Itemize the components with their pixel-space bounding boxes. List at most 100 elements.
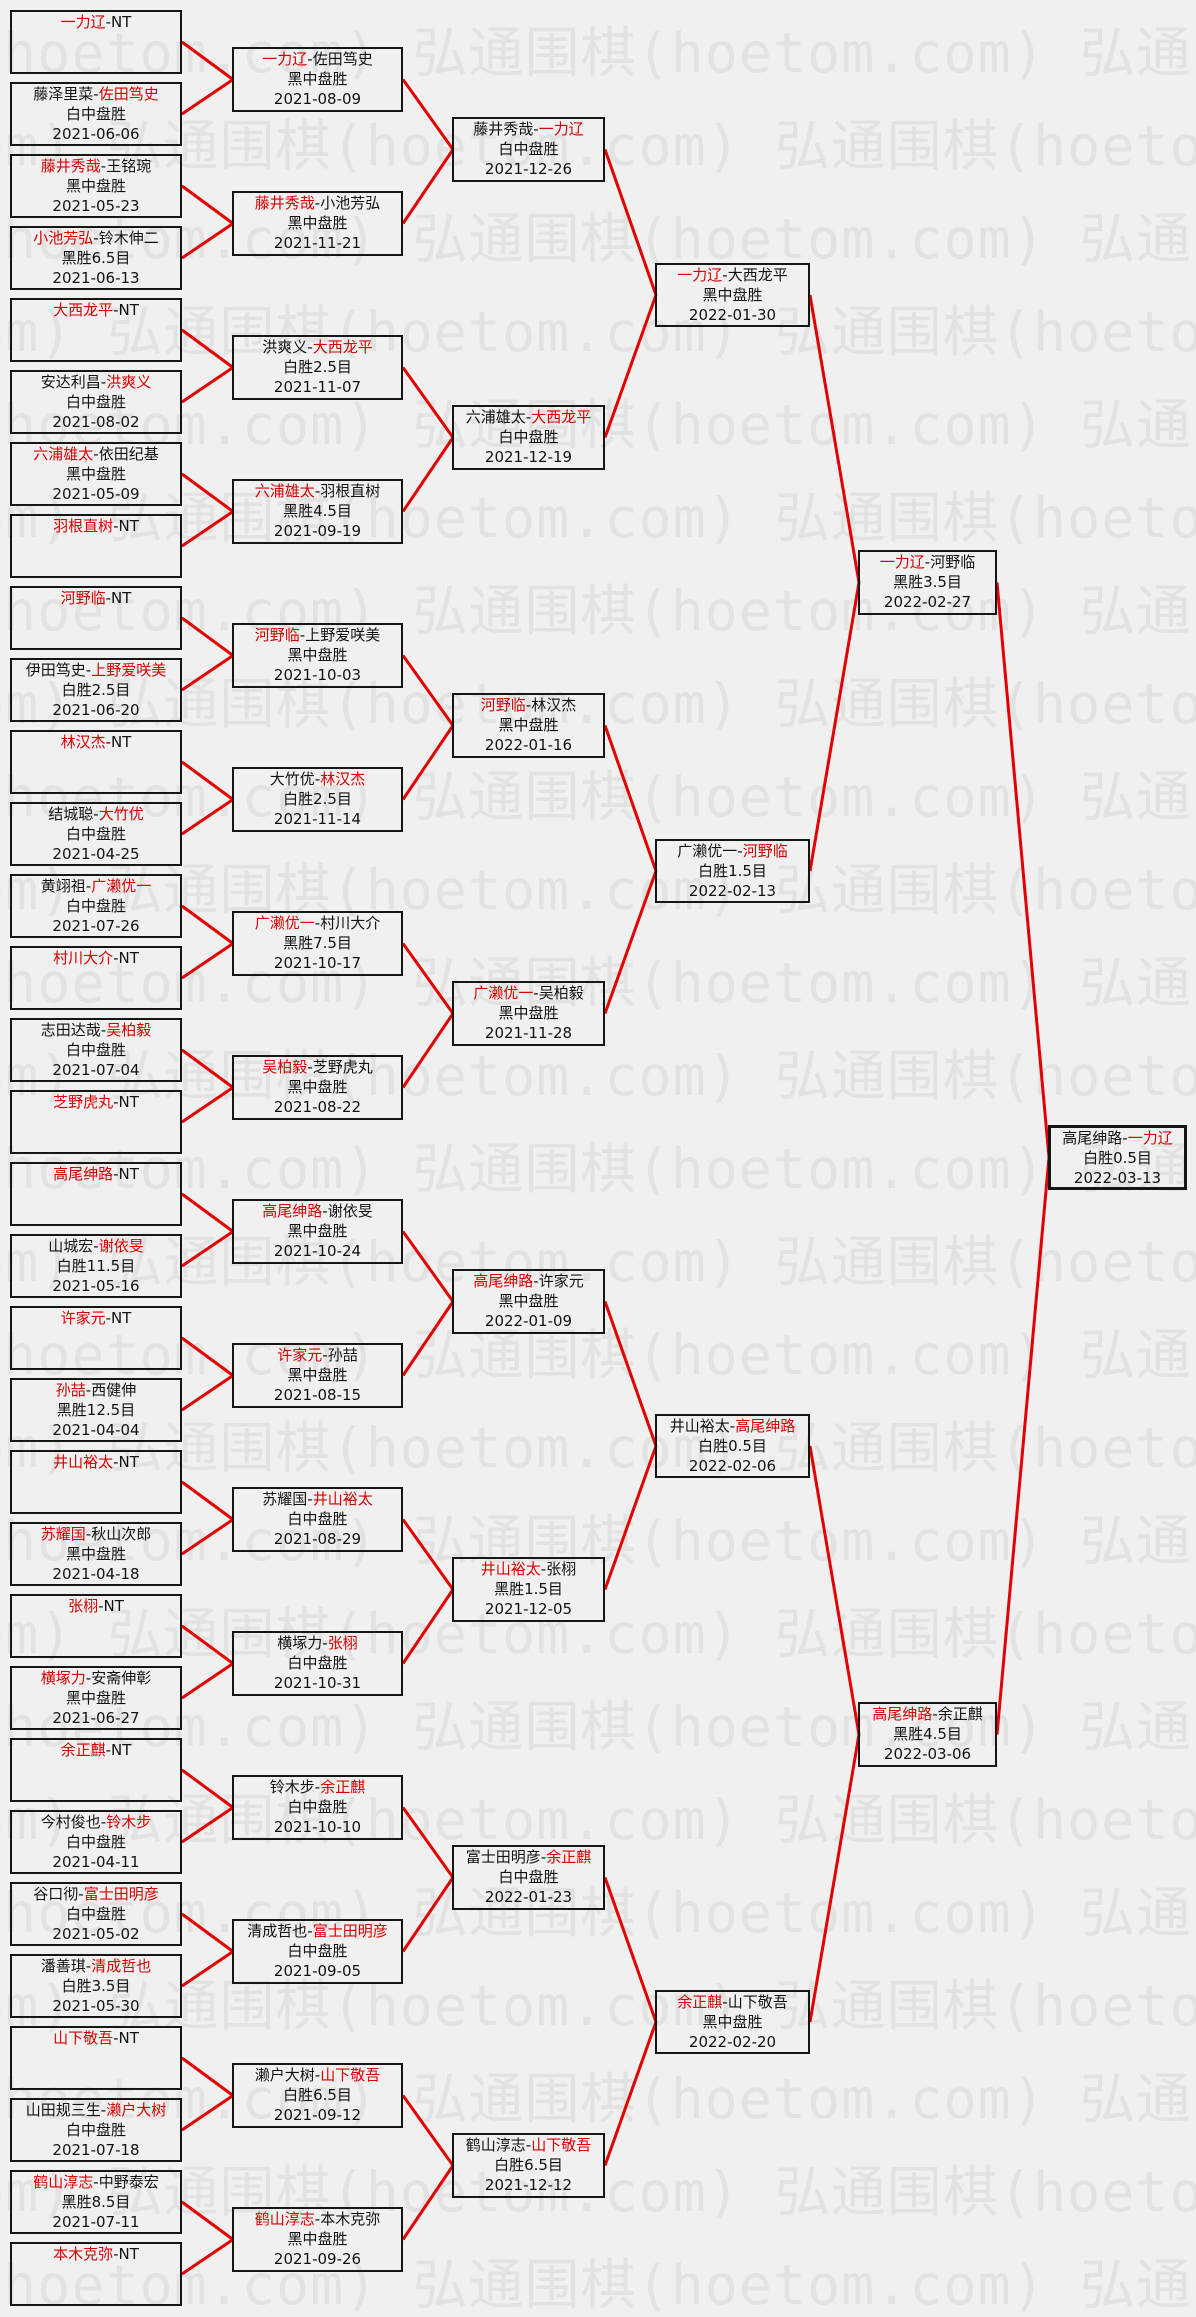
player-left: 河野临 bbox=[254, 626, 300, 644]
match-result: 白中盘胜 bbox=[287, 1510, 348, 1528]
player-right: 清成哲也 bbox=[91, 1957, 152, 1975]
player-left: 鹤山淳志 bbox=[254, 2210, 315, 2228]
player-right: 吴柏毅 bbox=[538, 984, 584, 1002]
player-left: 一力辽 bbox=[677, 266, 723, 284]
name-separator: - bbox=[307, 1490, 313, 1508]
match-result: 黑中盘胜 bbox=[702, 2013, 763, 2031]
match-result: 黑中盘胜 bbox=[65, 177, 126, 195]
match-date: 2021-04-04 bbox=[52, 1421, 140, 1439]
bracket-connector-line bbox=[401, 1518, 455, 1591]
match-box: 藤井秀哉-王铭琬 黑中盘胜 2021-05-23 bbox=[10, 154, 182, 218]
bracket-connector-line bbox=[401, 1012, 455, 1089]
watermark-text: 弘通围棋(hoetom.com) 弘通围棋(hoetom.com) 弘通围棋(h… bbox=[0, 1416, 1196, 1480]
match-box: 广濑优一-河野临 白胜1.5目 2022-02-13 bbox=[655, 839, 810, 903]
watermark-text: 弘通围棋(hoetom.com) 弘通围棋(hoetom.com) 弘通围棋(h… bbox=[0, 1230, 1196, 1294]
match-date: 2022-02-06 bbox=[688, 1457, 777, 1475]
match-result: 白中盘胜 bbox=[65, 105, 126, 123]
bracket-connector-line bbox=[181, 2056, 234, 2097]
name-separator: - bbox=[85, 661, 92, 679]
bracket-connector-line bbox=[401, 942, 455, 1015]
player-left: 铃木步 bbox=[269, 1778, 315, 1796]
watermark-text: 弘通围棋(hoetom.com) 弘通围棋(hoetom.com) 弘通围棋(h… bbox=[0, 1044, 1196, 1108]
match-players: 高尾绅路-一力辽 bbox=[1051, 1128, 1184, 1148]
bracket-connector-line bbox=[181, 1336, 234, 1377]
match-date: 2021-06-13 bbox=[52, 269, 140, 287]
player-left: 高尾绅路 bbox=[1062, 1129, 1123, 1147]
bracket-connector-line bbox=[401, 1588, 455, 1665]
match-date: 2021-04-18 bbox=[52, 1565, 140, 1583]
bracket-connector-line bbox=[401, 654, 455, 727]
player-left: 井山裕太 bbox=[480, 1560, 541, 1578]
bracket-connector-line bbox=[181, 184, 234, 225]
match-box: 河野临-林汉杰 黑中盘胜 2022-01-16 bbox=[452, 693, 605, 758]
player-left: 吴柏毅 bbox=[262, 1058, 308, 1076]
match-players: 羽根直树-NT bbox=[12, 516, 180, 536]
match-date: 2021-07-04 bbox=[52, 1061, 140, 1079]
player-right: 余正麒 bbox=[320, 1778, 366, 1796]
match-box: 苏耀国-井山裕太 白中盘胜 2021-08-29 bbox=[232, 1487, 403, 1552]
match-result: 白中盘胜 bbox=[65, 1833, 126, 1851]
match-box: 吴柏毅-芝野虎丸 黑中盘胜 2021-08-22 bbox=[232, 1055, 403, 1120]
match-date: 2021-09-12 bbox=[273, 2106, 362, 2124]
name-separator: - bbox=[314, 1778, 321, 1796]
match-box: 高尾绅路-NT bbox=[10, 1162, 182, 1226]
match-players: 高尾绅路-谢依旻 bbox=[234, 1201, 401, 1221]
match-players: 山城宏-谢依旻 bbox=[12, 1236, 180, 1256]
match-result: 白中盘胜 bbox=[498, 140, 559, 158]
match-players: 河野临-NT bbox=[12, 588, 180, 608]
match-players: 山田规三生-濑户大树 bbox=[12, 2100, 180, 2120]
player-right: 芝野虎丸 bbox=[312, 1058, 373, 1076]
bracket-connector-line bbox=[181, 2238, 234, 2276]
name-separator: - bbox=[105, 733, 112, 751]
match-date: 2021-11-14 bbox=[273, 810, 362, 828]
match-players: 许家元-孙喆 bbox=[234, 1345, 401, 1365]
player-left: 芝野虎丸 bbox=[53, 1093, 114, 1111]
match-result: 黑胜12.5目 bbox=[56, 1401, 136, 1419]
name-separator: - bbox=[105, 589, 112, 607]
player-left: 苏耀国 bbox=[40, 1525, 86, 1543]
match-date: 2021-06-27 bbox=[52, 1709, 140, 1727]
player-right: 大西龙平 bbox=[312, 338, 373, 356]
match-players: 余正麒-NT bbox=[12, 1740, 180, 1760]
match-box: 大西龙平-NT bbox=[10, 298, 182, 362]
player-right: 张栩 bbox=[327, 1634, 358, 1652]
name-separator: - bbox=[78, 1885, 84, 1903]
name-separator: - bbox=[100, 373, 107, 391]
name-separator: - bbox=[924, 553, 931, 571]
match-box: 结城聪-大竹优 白中盘胜 2021-04-25 bbox=[10, 802, 182, 866]
bracket-connector-line bbox=[401, 2094, 455, 2167]
match-date: 2021-09-05 bbox=[273, 1962, 362, 1980]
match-box: 潘善琪-清成哲也 白胜3.5目 2021-05-30 bbox=[10, 1954, 182, 2018]
match-players: 铃木步-余正麒 bbox=[234, 1777, 401, 1797]
name-separator: - bbox=[722, 266, 728, 284]
player-left: 谷口彻 bbox=[33, 1885, 79, 1903]
match-box: 河野临-上野爱咲美 黑中盘胜 2021-10-03 bbox=[232, 623, 403, 688]
player-right: 王铭琬 bbox=[106, 157, 152, 175]
player-left: 高尾绅路 bbox=[262, 1202, 323, 1220]
match-box: 林汉杰-NT bbox=[10, 730, 182, 794]
player-right: 吴柏毅 bbox=[106, 1021, 152, 1039]
match-date: 2022-01-16 bbox=[484, 736, 573, 754]
player-left: 六浦雄太 bbox=[33, 445, 94, 463]
bracket-connector-line bbox=[603, 2021, 658, 2167]
bracket-connector-line bbox=[808, 294, 861, 583]
name-separator: - bbox=[322, 1202, 328, 1220]
player-left: 结城聪 bbox=[48, 805, 94, 823]
player-left: 藤井秀哉 bbox=[254, 194, 315, 212]
match-date: 2022-02-13 bbox=[688, 882, 777, 900]
match-result: 黑中盘胜 bbox=[287, 646, 348, 664]
watermark-text: 弘通围棋(hoetom.com) 弘通围棋(hoetom.com) 弘通围棋(h… bbox=[0, 2067, 1196, 2131]
player-left: 高尾绅路 bbox=[53, 1165, 114, 1183]
name-separator: - bbox=[307, 338, 313, 356]
name-separator: - bbox=[322, 1634, 328, 1652]
player-left: 井山裕太 bbox=[53, 1453, 114, 1471]
match-date: 2022-03-06 bbox=[883, 1745, 972, 1763]
player-right: NT bbox=[103, 1597, 124, 1615]
match-box: 藤井秀哉-小池芳弘 黑中盘胜 2021-11-21 bbox=[232, 191, 403, 256]
match-players: 清成哲也-富士田明彦 bbox=[234, 1921, 401, 1941]
match-box: 藤泽里菜-佐田笃史 白中盘胜 2021-06-06 bbox=[10, 82, 182, 146]
player-left: 本木克弥 bbox=[53, 2245, 114, 2263]
match-players: 高尾绅路-NT bbox=[12, 1164, 180, 1184]
match-players: 河野临-上野爱咲美 bbox=[234, 625, 401, 645]
